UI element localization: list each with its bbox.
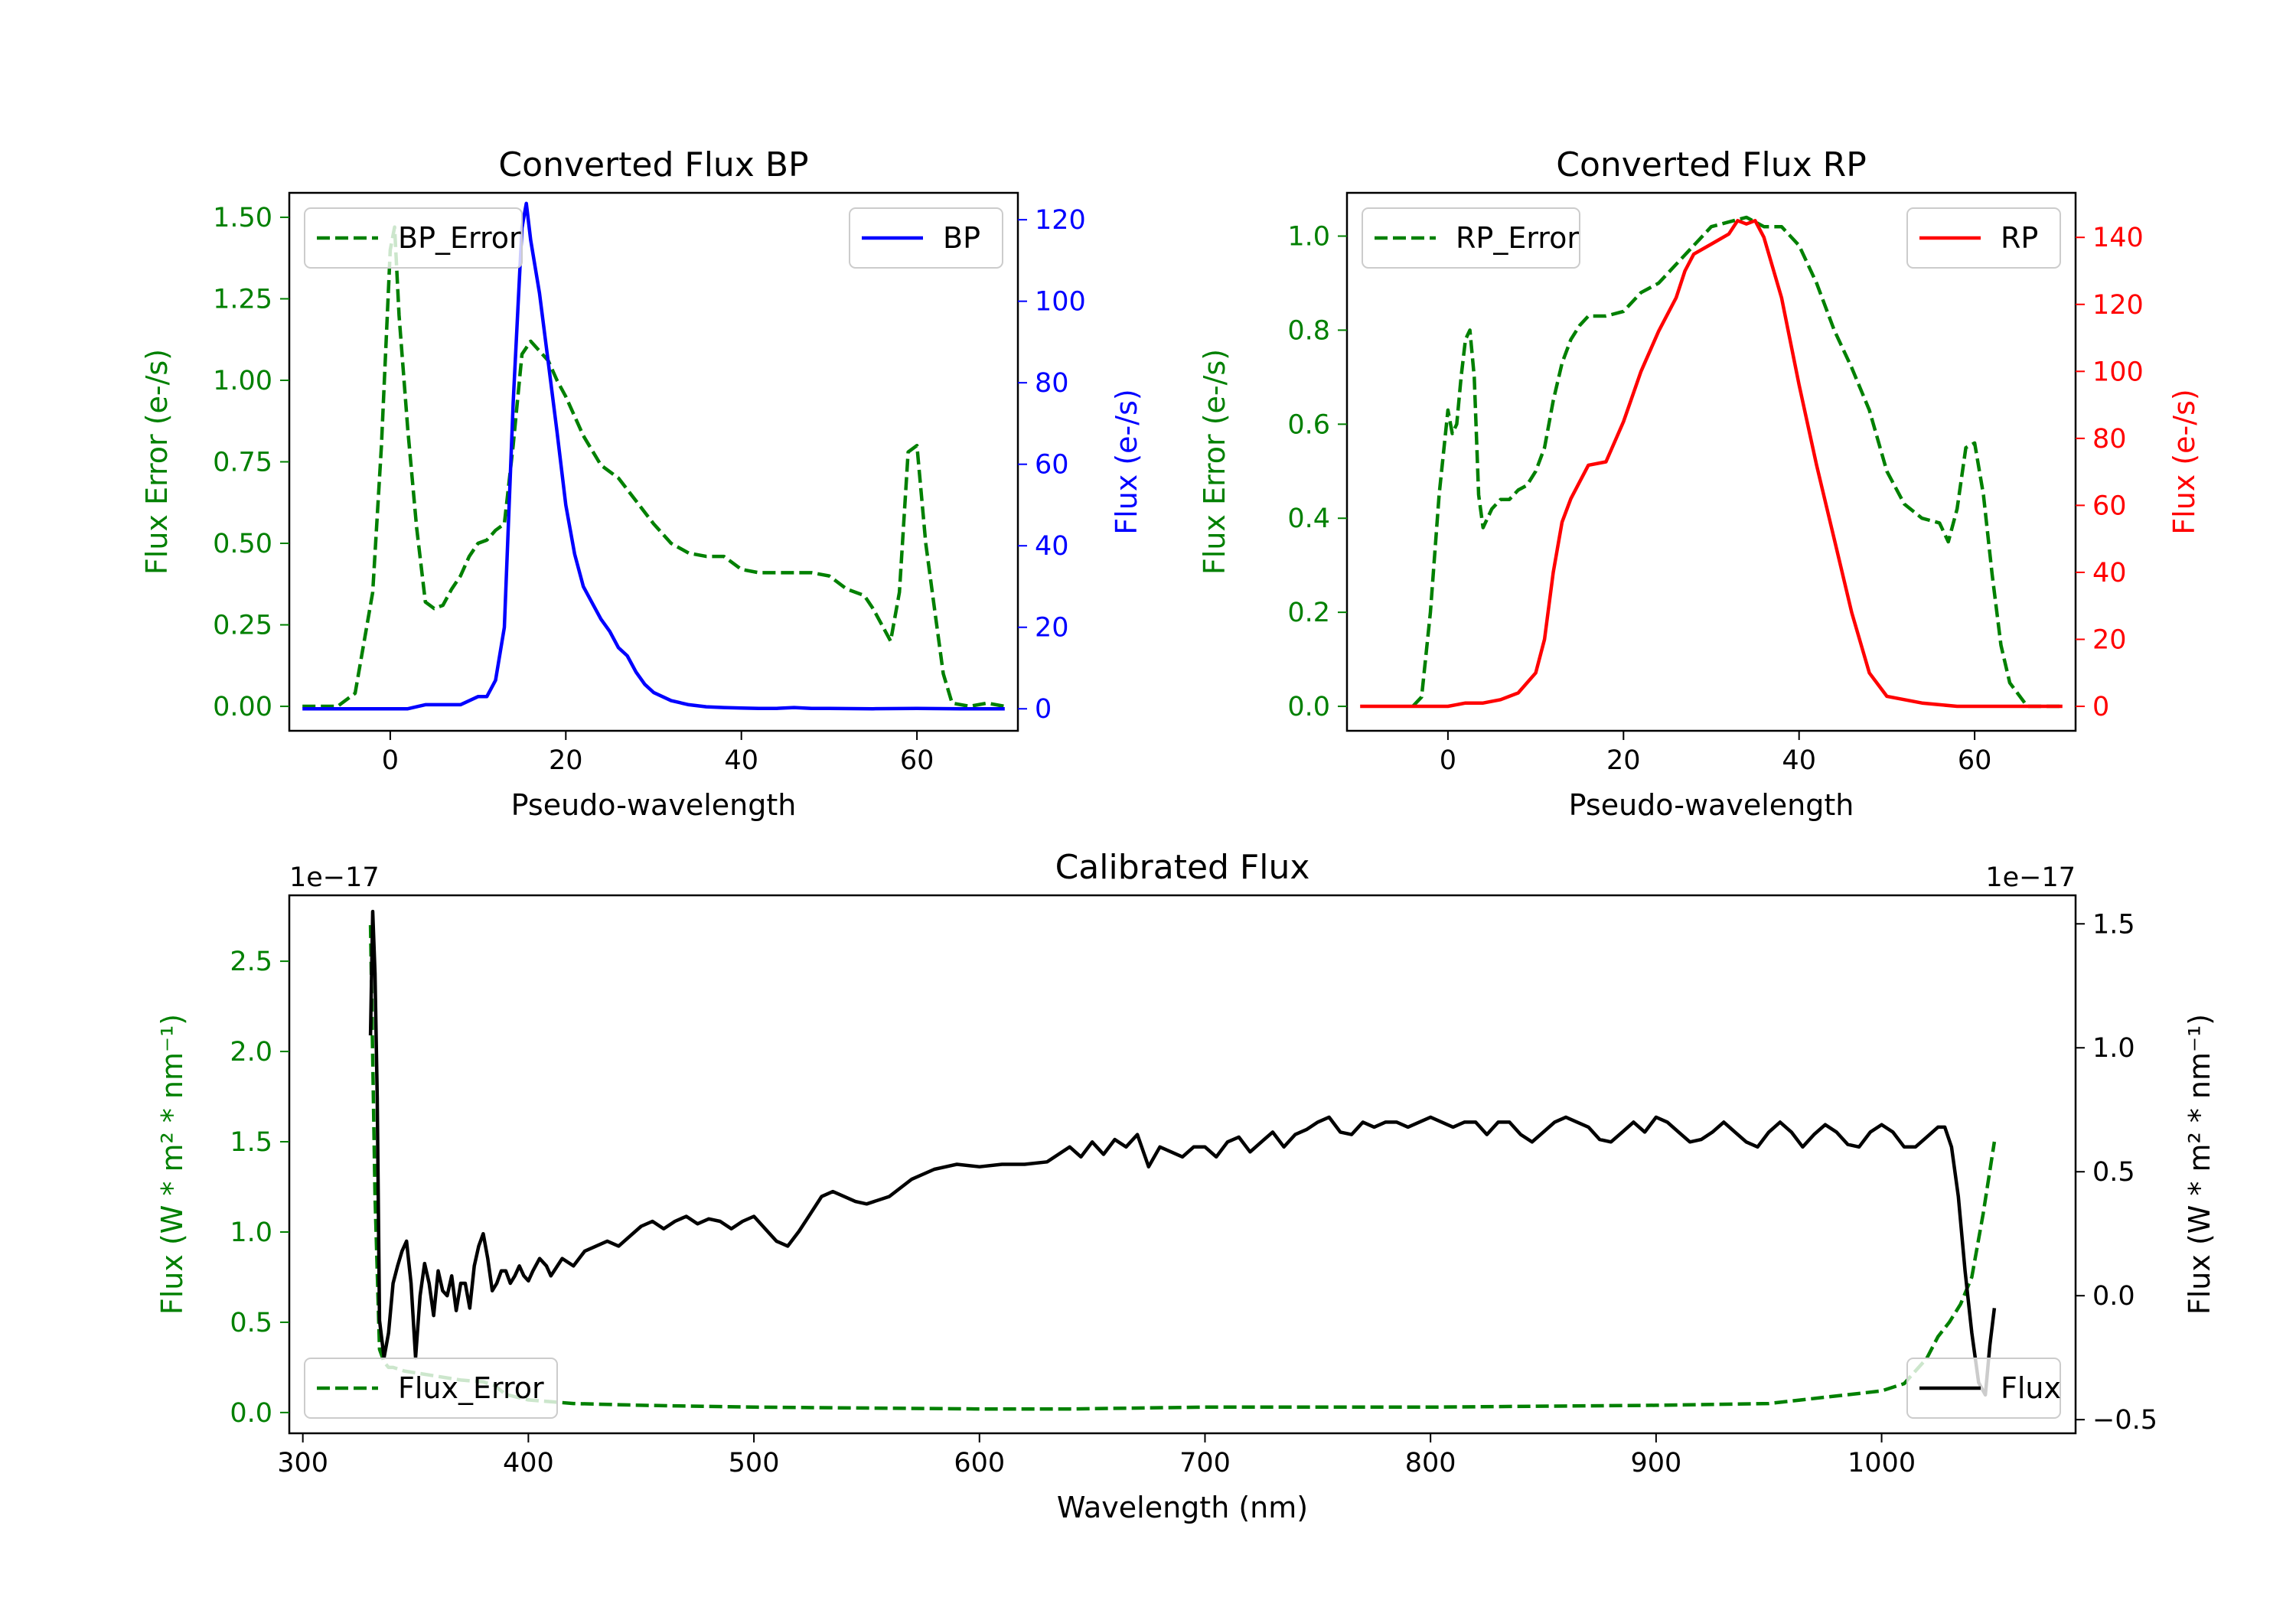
legend-label: BP: [943, 221, 980, 255]
calibrated-legend-flux-error: Flux_Error: [304, 1358, 558, 1419]
rp-legend-rp: RP: [1906, 207, 2061, 269]
x-tick-label: 900: [1630, 1448, 1681, 1478]
legend-label: RP_Error: [1456, 221, 1579, 255]
x-tick-label: 700: [1179, 1448, 1231, 1478]
y2-tick-label: 40: [1035, 531, 1069, 562]
x-tick-label: 40: [1782, 745, 1816, 776]
y2-tick-label: 60: [1035, 450, 1069, 481]
x-tick-label: 60: [1958, 745, 1992, 776]
y-axis-label: Flux (W * m² * nm⁻¹): [155, 1014, 189, 1315]
bp-bp-error-line: [302, 225, 1006, 709]
x-axis-label: Pseudo-wavelength: [511, 788, 797, 822]
bp-panel: 0 20 40 60 0.00 0.25 0.50 0.75 1.00 1.25 1.50 0 20 40…: [140, 145, 1143, 822]
x-tick-label: 60: [900, 745, 934, 776]
chart-title: Converted Flux BP: [498, 145, 808, 184]
x-tick-label: 20: [549, 745, 583, 776]
y-tick-label: 0.2: [1287, 598, 1330, 628]
y2-tick-label: 0: [1035, 694, 1052, 725]
legend-box: [1906, 1358, 2061, 1419]
y2-axis-label: Flux (W * m² * nm⁻¹): [2183, 1014, 2216, 1315]
y2-tick-label: 20: [2092, 624, 2127, 655]
y2-tick-label: 100: [2092, 357, 2144, 387]
y2-tick-label: 0.0: [2092, 1281, 2135, 1312]
legend-box: [849, 207, 1003, 269]
y2-tick-label: 120: [2092, 290, 2144, 321]
y2-tick-label: −0.5: [2092, 1405, 2157, 1436]
y-tick-label: 0.25: [213, 611, 272, 641]
calibrated-panel: 300 400 500 600 700 800 900 1000 0.0 0.5 1.0 1.5 2.0…: [155, 848, 2216, 1524]
x-axis-label: Pseudo-wavelength: [1569, 788, 1854, 822]
x-tick-label: 0: [382, 745, 399, 776]
bp-bp-line: [302, 201, 1005, 711]
x-tick-label: 800: [1405, 1448, 1456, 1478]
y-offset-label: 1e−17: [289, 862, 380, 893]
chart-title: Calibrated Flux: [1055, 848, 1310, 887]
x-tick-label: 40: [724, 745, 758, 776]
y2-tick-label: 140: [2092, 223, 2144, 253]
y-tick-label: 0.50: [213, 529, 272, 559]
rp-rp-error-line: [1411, 215, 2063, 709]
y2-tick-label: 0: [2092, 692, 2109, 722]
y2-tick-label: 1.0: [2092, 1033, 2135, 1064]
rp-legend-rp-error: RP_Error: [1362, 207, 1580, 269]
x-tick-label: 600: [954, 1448, 1005, 1478]
y2-tick-label: 40: [2092, 558, 2127, 588]
y-tick-label: 0.0: [1287, 692, 1330, 722]
y2-tick-label: 80: [1035, 368, 1069, 399]
y2-offset-label: 1e−17: [1985, 862, 2076, 893]
y2-tick-label: 120: [1035, 205, 1086, 236]
axes-frame: [1345, 191, 2077, 732]
y-axis-label: Flux Error (e-/s): [1198, 349, 1231, 575]
y-tick-label: 0.0: [230, 1398, 272, 1429]
y2-tick-label: 0.5: [2092, 1157, 2135, 1188]
axes-frame: [288, 894, 2077, 1435]
legend-label: Flux: [2001, 1371, 2061, 1405]
y-tick-label: 2.5: [230, 947, 272, 977]
legend-box: [304, 1358, 558, 1419]
y2-tick-label: 20: [1035, 613, 1069, 644]
legend-box: [1362, 207, 1580, 269]
legend-box: [304, 207, 523, 269]
y2-tick-label: 1.5: [2092, 909, 2135, 940]
y-tick-label: 0.00: [213, 692, 272, 722]
x-axis-label: Wavelength (nm): [1057, 1491, 1308, 1524]
legend-label: Flux_Error: [398, 1371, 544, 1405]
y-tick-label: 1.0: [1287, 222, 1330, 253]
x-tick-label: 0: [1440, 745, 1456, 776]
calibrated-flux-line: [368, 909, 1997, 1397]
y-tick-label: 0.75: [213, 448, 272, 478]
y-tick-label: 1.5: [230, 1127, 272, 1158]
y-tick-label: 0.4: [1287, 504, 1330, 534]
y-tick-label: 0.5: [230, 1308, 272, 1338]
y-tick-label: 1.25: [213, 284, 272, 315]
y2-tick-label: 100: [1035, 287, 1086, 318]
legend-label: RP: [2001, 221, 2038, 255]
legend-label: BP_Error: [398, 221, 521, 255]
calibrated-legend-flux: Flux: [1906, 1358, 2061, 1419]
y2-tick-label: 60: [2092, 491, 2127, 521]
y-axis-label: Flux Error (e-/s): [140, 349, 174, 575]
y-tick-label: 0.8: [1287, 315, 1330, 346]
legend-box: [1906, 207, 2061, 269]
x-tick-label: 300: [277, 1448, 328, 1478]
y2-axis-label: Flux (e-/s): [2167, 389, 2201, 534]
y-tick-label: 1.0: [230, 1217, 272, 1248]
y-tick-label: 0.6: [1287, 409, 1330, 440]
y2-tick-label: 80: [2092, 424, 2127, 455]
x-tick-label: 1000: [1848, 1448, 1916, 1478]
y-tick-label: 2.0: [230, 1037, 272, 1068]
x-tick-label: 400: [503, 1448, 554, 1478]
y-tick-label: 1.50: [213, 203, 272, 233]
x-tick-label: 20: [1606, 745, 1641, 776]
rp-panel: 0 20 40 60 0.0 0.2 0.4 0.6 0.8 1.0 0 20 40 60 80 100 120…: [1198, 145, 2201, 822]
y-tick-label: 1.00: [213, 366, 272, 396]
bp-legend-bp-error: BP_Error: [304, 207, 523, 269]
chart-title: Converted Flux RP: [1556, 145, 1867, 184]
rp-rp-line: [1360, 219, 2063, 709]
bp-legend-bp: BP: [849, 207, 1003, 269]
y2-axis-label: Flux (e-/s): [1110, 389, 1143, 534]
x-tick-label: 500: [729, 1448, 780, 1478]
